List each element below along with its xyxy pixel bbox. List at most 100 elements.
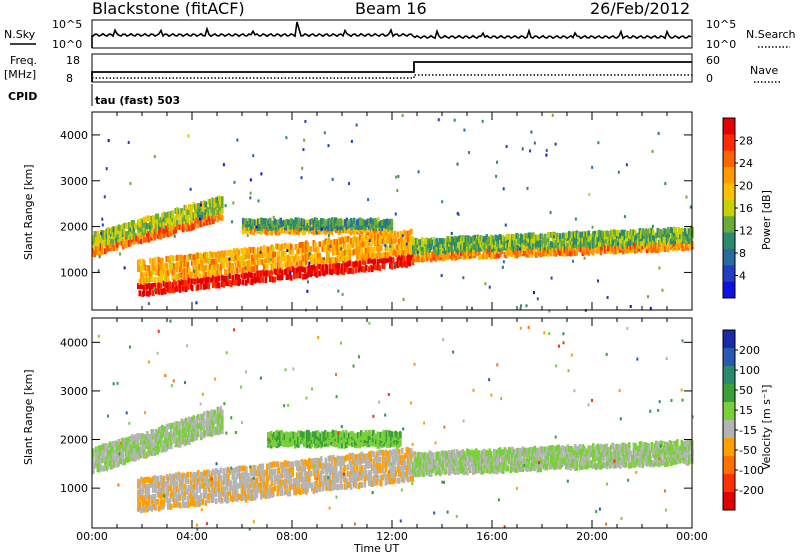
data-cell — [221, 409, 224, 416]
data-cell — [188, 254, 191, 261]
data-cell — [150, 276, 154, 283]
data-cell — [207, 283, 211, 290]
data-cell — [255, 480, 259, 487]
data-cell — [279, 436, 282, 443]
data-cell — [210, 412, 214, 419]
data-cell — [345, 217, 349, 224]
data-cell — [683, 227, 687, 234]
data-cell — [107, 244, 110, 251]
data-cell — [135, 446, 139, 453]
data-cell — [230, 263, 233, 270]
data-cell — [680, 242, 684, 249]
data-cell — [460, 237, 463, 244]
freq-panel: Freq. [MHz] 18 8 60 0 Nave — [4, 53, 780, 85]
data-cell — [616, 247, 619, 254]
data-cell — [381, 474, 385, 481]
data-cell — [342, 219, 346, 226]
data-cell — [119, 448, 122, 455]
data-cell — [307, 434, 311, 441]
data-cell — [138, 494, 142, 501]
data-cell — [177, 212, 181, 219]
data-cell — [339, 476, 343, 483]
scatter-cell — [320, 227, 323, 231]
data-cell — [171, 262, 175, 269]
data-cell — [323, 246, 326, 253]
data-cell — [562, 239, 565, 246]
scatter-cell — [405, 242, 408, 246]
data-cell — [299, 465, 302, 472]
data-cell — [225, 479, 229, 486]
data-cell — [275, 219, 278, 226]
data-cell — [263, 244, 266, 251]
data-cell — [494, 234, 498, 241]
scatter-cell — [393, 263, 396, 267]
data-cell — [171, 434, 175, 441]
data-cell — [484, 236, 487, 243]
data-cell — [303, 476, 307, 483]
data-cell — [311, 217, 314, 224]
data-cell — [164, 437, 167, 444]
data-cell — [272, 257, 275, 264]
data-cell — [532, 244, 535, 251]
data-cell — [390, 257, 394, 264]
data-cell — [206, 410, 209, 417]
data-cell — [314, 253, 317, 260]
data-cell — [320, 265, 323, 272]
data-cell — [204, 283, 208, 290]
data-cell — [430, 451, 433, 458]
scatter-cell — [621, 246, 624, 250]
data-cell — [386, 460, 389, 467]
data-cell — [285, 435, 288, 442]
data-cell — [245, 279, 248, 286]
data-cell — [614, 230, 618, 237]
data-cell — [234, 279, 238, 286]
data-cell — [173, 273, 176, 280]
scatter-cell — [519, 307, 522, 311]
data-cell — [386, 245, 389, 252]
scatter-cell — [548, 309, 551, 313]
data-cell — [646, 237, 649, 244]
data-cell — [327, 244, 331, 251]
data-cell — [350, 469, 353, 476]
data-cell — [216, 420, 220, 427]
data-cell — [213, 198, 217, 205]
data-cell — [246, 248, 250, 255]
data-cell — [427, 251, 430, 258]
data-cell — [156, 225, 160, 232]
data-cell — [120, 239, 124, 246]
data-cell — [117, 452, 121, 459]
data-cell — [323, 475, 326, 482]
data-cell — [149, 448, 152, 455]
data-cell — [128, 441, 131, 448]
data-cell — [222, 262, 226, 269]
data-cell — [272, 264, 275, 271]
data-cell — [254, 272, 257, 279]
data-cell — [336, 225, 340, 232]
data-cell — [536, 234, 540, 241]
data-cell — [369, 462, 373, 469]
noise-tick-high: 10^5 — [52, 18, 82, 31]
data-cell — [125, 450, 128, 457]
data-cell — [335, 457, 338, 464]
data-cell — [183, 268, 187, 275]
data-cell — [155, 444, 158, 451]
data-cell — [314, 220, 317, 227]
data-cell — [518, 238, 522, 245]
data-cell — [650, 243, 654, 250]
data-cell — [120, 452, 124, 459]
data-cell — [354, 237, 358, 244]
data-cell — [191, 487, 194, 494]
data-cell — [183, 279, 187, 286]
data-cell — [396, 432, 399, 439]
data-cell — [248, 218, 251, 225]
data-cell — [192, 223, 196, 230]
data-cell — [589, 242, 592, 249]
data-cell — [200, 283, 203, 290]
data-cell — [104, 233, 107, 240]
data-cell — [146, 442, 149, 449]
data-cell — [659, 232, 663, 239]
scatter-cell — [340, 247, 343, 251]
data-cell — [167, 276, 170, 283]
data-cell — [185, 205, 188, 212]
